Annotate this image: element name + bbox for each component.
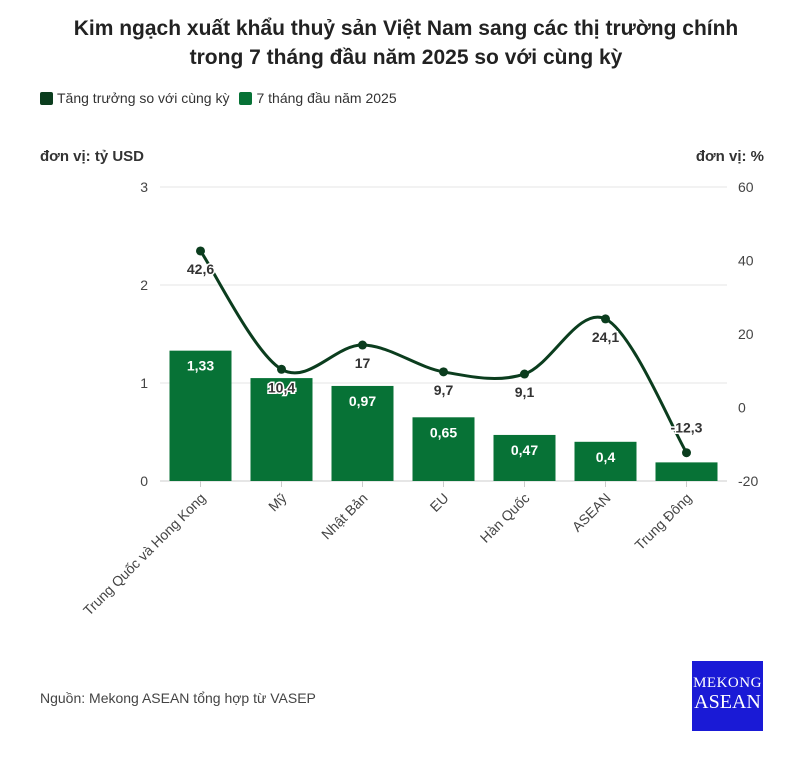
bar bbox=[574, 441, 637, 481]
legend-label: Tăng trưởng so với cùng kỳ bbox=[57, 90, 230, 106]
chart-title: Kim ngạch xuất khẩu thuỷ sản Việt Nam sa… bbox=[0, 14, 812, 72]
growth-point bbox=[682, 448, 691, 458]
left-tick-label: 0 bbox=[140, 473, 148, 489]
growth-value-label: 42,6 bbox=[187, 261, 214, 277]
right-tick-label: 20 bbox=[738, 326, 754, 342]
growth-point bbox=[520, 369, 529, 379]
title-line-1: Kim ngạch xuất khẩu thuỷ sản Việt Nam sa… bbox=[73, 17, 739, 40]
growth-point bbox=[601, 314, 610, 324]
bar bbox=[331, 385, 394, 481]
x-tick-label: Mỹ bbox=[265, 490, 290, 515]
x-tick-label: Hàn Quốc bbox=[477, 490, 533, 546]
legend-swatch bbox=[40, 92, 53, 105]
bar-value-label: 1,33 bbox=[187, 358, 214, 374]
x-tick-label: EU bbox=[427, 490, 452, 515]
growth-point bbox=[439, 367, 448, 377]
right-tick-label: 60 bbox=[738, 179, 754, 195]
legend-item-value[interactable]: 7 tháng đầu năm 2025 bbox=[239, 90, 397, 106]
growth-value-label: 24,1 bbox=[592, 329, 619, 345]
growth-point bbox=[196, 246, 205, 256]
growth-point bbox=[358, 340, 367, 350]
legend-item-growth[interactable]: Tăng trưởng so với cùng kỳ bbox=[40, 90, 229, 106]
growth-value-label: 9,7 bbox=[434, 382, 454, 398]
bar bbox=[250, 378, 313, 481]
x-tick-label: ASEAN bbox=[569, 490, 614, 535]
mekong-asean-logo: MEKONG ASEAN bbox=[692, 661, 763, 731]
x-tick-label: Trung Quốc và Hong Kong bbox=[80, 490, 209, 619]
growth-point bbox=[277, 364, 286, 374]
bar-value-label: 0,47 bbox=[511, 442, 538, 458]
left-axis-unit: đơn vị: tỷ USD bbox=[40, 148, 145, 165]
growth-value-label: -12,3 bbox=[671, 420, 703, 436]
legend-label: 7 tháng đầu năm 2025 bbox=[256, 90, 397, 106]
legend: Tăng trưởng so với cùng kỳ 7 tháng đầu n… bbox=[40, 90, 397, 106]
bar-value-label: 0,4 bbox=[596, 449, 616, 465]
source-note: Nguồn: Mekong ASEAN tổng hợp từ VASEP bbox=[40, 690, 316, 706]
growth-value-label: 9,1 bbox=[515, 384, 535, 400]
right-axis-unit: đơn vị: % bbox=[695, 148, 764, 165]
right-tick-label: 40 bbox=[738, 253, 754, 269]
left-tick-label: 1 bbox=[140, 375, 148, 391]
right-tick-label: -20 bbox=[738, 473, 758, 489]
left-tick-label: 3 bbox=[140, 179, 148, 195]
right-tick-label: 0 bbox=[738, 400, 746, 416]
bar-value-label: 0,65 bbox=[430, 424, 457, 440]
growth-value-label: 10,4 bbox=[268, 379, 295, 395]
bar bbox=[412, 417, 475, 481]
bar bbox=[493, 434, 556, 481]
legend-swatch bbox=[239, 92, 253, 105]
x-tick-label: Trung Đông bbox=[631, 490, 694, 553]
bar bbox=[169, 350, 232, 481]
left-tick-label: 2 bbox=[140, 277, 148, 293]
bar bbox=[655, 462, 718, 481]
bar-value-label: 0,97 bbox=[349, 393, 376, 409]
x-tick-label: Nhật Bản bbox=[318, 490, 371, 543]
chart-plot: 0 1 2 3 -20 0 20 40 60 1,33 Trung Quốc và Hong Kon… bbox=[80, 179, 759, 619]
title-line-2: trong 7 tháng đầu năm 2025 so với cùng k… bbox=[189, 46, 623, 69]
growth-value-label: 17 bbox=[355, 355, 371, 371]
